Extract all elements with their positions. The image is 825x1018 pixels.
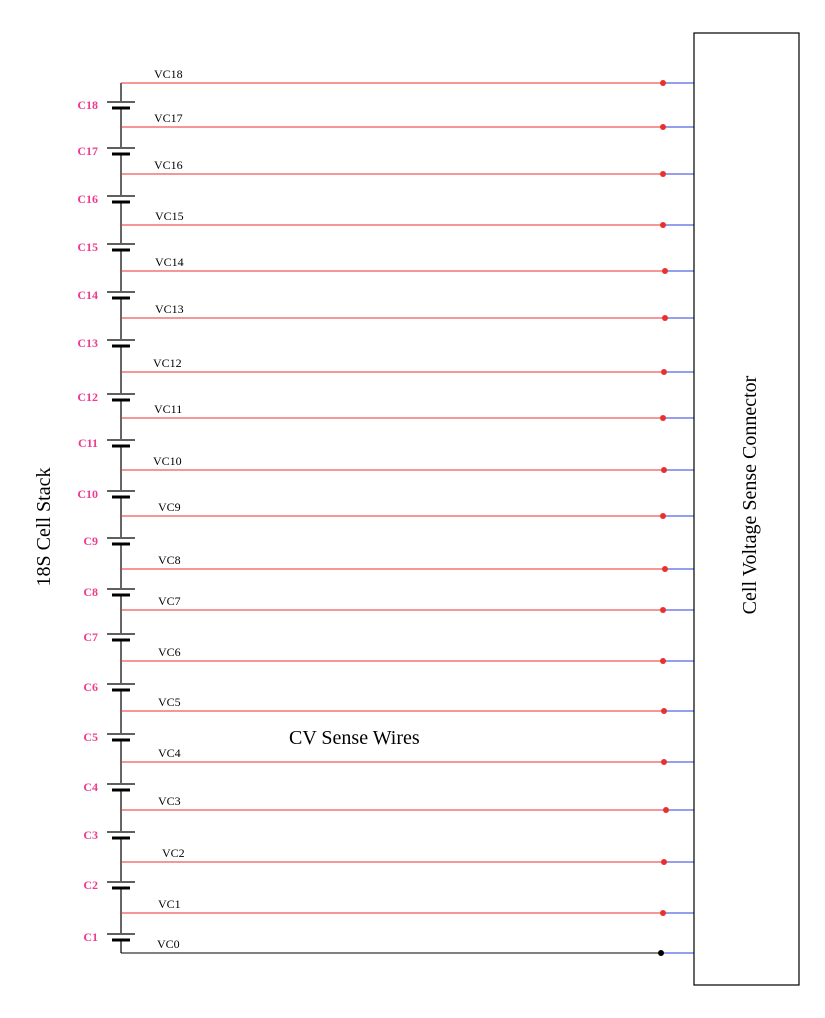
cell-label: C18 [77, 98, 98, 112]
cell-gap [118, 588, 124, 596]
cell-gap [118, 195, 124, 203]
wire-label: VC6 [158, 645, 181, 659]
cell-label: C8 [83, 585, 98, 599]
connector-box [693, 32, 800, 986]
cell-gap [118, 243, 124, 251]
wire-label: VC3 [158, 794, 181, 808]
wire-terminal-dot [661, 467, 667, 473]
wire-terminal-dot [662, 315, 668, 321]
wire-label: VC15 [155, 209, 184, 223]
cell-label: C14 [77, 288, 98, 302]
wire-terminal-dot [660, 80, 666, 86]
connector-label: Cell Voltage Sense Connector [739, 375, 761, 614]
cell-gap [118, 147, 124, 155]
cell-label: C5 [83, 730, 98, 744]
wire-terminal-dot [660, 124, 666, 130]
cell-label: C10 [77, 487, 98, 501]
wire-label: VC16 [154, 158, 183, 172]
wire-label: VC12 [153, 356, 182, 370]
center-label: CV Sense Wires [289, 727, 420, 749]
wire-terminal-dot [661, 708, 667, 714]
wire-label: VC9 [158, 500, 181, 514]
cell-gap [118, 393, 124, 401]
wire-label: VC17 [154, 111, 183, 125]
cell-label: C7 [83, 630, 98, 644]
cell-gap [118, 537, 124, 545]
stack-label: 18S Cell Stack [33, 468, 55, 587]
wire-label: VC14 [155, 255, 184, 269]
cell-gap [118, 291, 124, 299]
wire-terminal-dot [661, 369, 667, 375]
cell-label: C16 [77, 192, 98, 206]
cell-gap [118, 339, 124, 347]
wire-label: VC18 [154, 67, 183, 81]
cell-gap [118, 881, 124, 889]
wire-terminal-dot [660, 910, 666, 916]
cell-label: C17 [77, 144, 98, 158]
wire-label: VC13 [155, 302, 184, 316]
cell-label: C3 [83, 828, 98, 842]
cell-label: C4 [83, 780, 98, 794]
cell-gap [118, 101, 124, 109]
cell-label: C12 [77, 390, 98, 404]
wire-label: VC10 [153, 454, 182, 468]
wire-terminal-dot [663, 807, 669, 813]
wire-label: VC8 [158, 553, 181, 567]
cell-gap [118, 683, 124, 691]
cell-gap [118, 933, 124, 941]
wire-label: VC0 [157, 937, 180, 951]
cell-label: C11 [78, 436, 98, 450]
cell-gap [118, 439, 124, 447]
wire-terminal-dot [660, 658, 666, 664]
wire-terminal-dot [660, 171, 666, 177]
wire-terminal-dot [660, 607, 666, 613]
wire-terminal-dot [662, 566, 668, 572]
wire-terminal-dot [661, 759, 667, 765]
cell-label: C2 [83, 878, 98, 892]
wire-terminal-dot [658, 950, 664, 956]
cell-gap [118, 733, 124, 741]
wire-label: VC5 [158, 695, 181, 709]
wire-terminal-dot [661, 859, 667, 865]
cell-label: C9 [83, 534, 98, 548]
wire-terminal-dot [660, 415, 666, 421]
cell-label: C6 [83, 680, 98, 694]
wire-label: VC7 [158, 594, 181, 608]
wire-label: VC11 [154, 402, 182, 416]
wire-terminal-dot [660, 513, 666, 519]
wire-label: VC2 [162, 846, 185, 860]
cell-gap [118, 831, 124, 839]
cell-gap [118, 783, 124, 791]
cell-label: C1 [83, 930, 98, 944]
wire-label: VC1 [158, 897, 181, 911]
cell-label: C13 [77, 336, 98, 350]
cell-gap [118, 490, 124, 498]
sense-wires: VC0 VC1 VC2 VC3 VC4 VC5 VC6 VC7 VC8 VC9 VC10 VC11 VC… [121, 67, 694, 956]
wire-terminal-dot [662, 268, 668, 274]
cell-label: C15 [77, 240, 98, 254]
wire-terminal-dot [660, 222, 666, 228]
cell-gap [118, 633, 124, 641]
wire-label: VC4 [158, 746, 181, 760]
cell-stack: C1 C2 C3 C4 C5 C6 C7 C8 C9 C10 C11 C12 C13 C14 C15 C16 C… [77, 83, 135, 953]
